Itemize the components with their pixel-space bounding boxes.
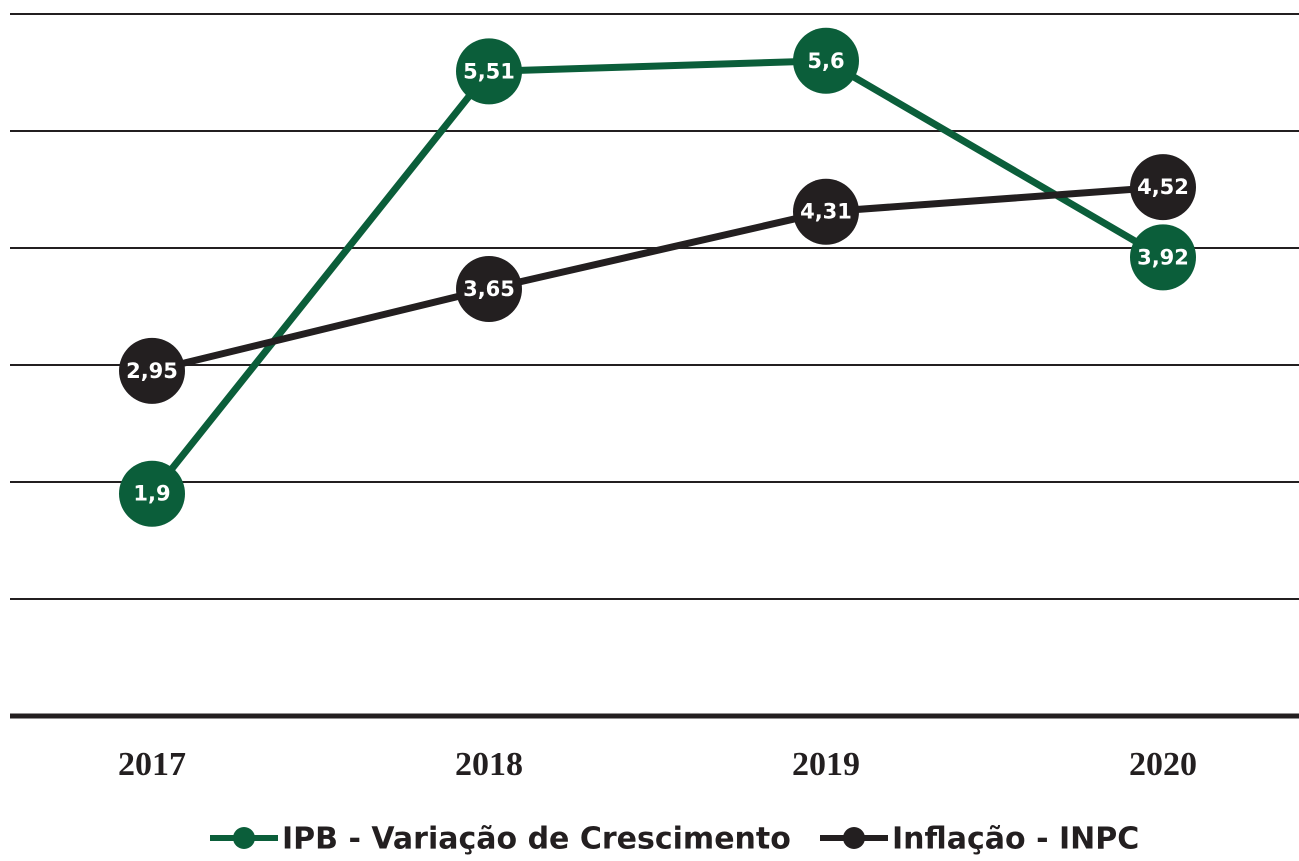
data-point bbox=[456, 255, 522, 322]
x-tick-label: 2018 bbox=[455, 746, 523, 783]
legend-label: IPB - Variação de Crescimento bbox=[282, 822, 791, 857]
data-label: 2,95 bbox=[126, 359, 178, 383]
data-label: 3,92 bbox=[1137, 245, 1189, 269]
legend-marker bbox=[233, 827, 255, 849]
data-label: 3,65 bbox=[463, 277, 515, 301]
data-label: 4,52 bbox=[1137, 175, 1189, 199]
data-point bbox=[793, 178, 859, 245]
series-line bbox=[149, 57, 1165, 496]
data-label: 5,6 bbox=[807, 49, 844, 73]
legend-label: Inflação - INPC bbox=[892, 822, 1139, 857]
data-point bbox=[1130, 224, 1196, 291]
x-tick-label: 2017 bbox=[118, 746, 186, 783]
data-label: 1,9 bbox=[133, 482, 170, 506]
x-tick-label: 2020 bbox=[1129, 746, 1197, 783]
data-point bbox=[1130, 154, 1196, 221]
data-point bbox=[456, 38, 522, 105]
data-point bbox=[119, 337, 185, 404]
legend-marker bbox=[843, 827, 865, 849]
series-line bbox=[151, 183, 1164, 375]
data-label: 4,31 bbox=[800, 200, 852, 224]
x-tick-label: 2019 bbox=[792, 746, 860, 783]
data-point bbox=[119, 460, 185, 527]
data-label: 5,51 bbox=[463, 59, 515, 83]
data-point bbox=[793, 27, 859, 94]
